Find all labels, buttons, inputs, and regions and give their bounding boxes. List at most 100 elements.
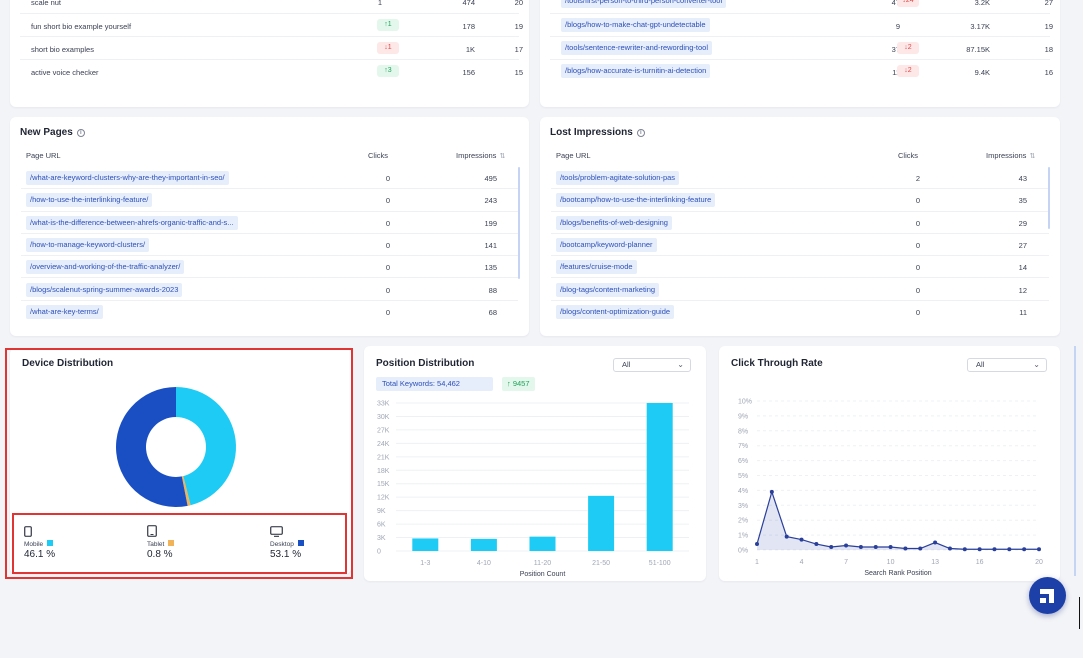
sort-icon[interactable]: ⇅ [499, 153, 506, 160]
page-scrollbar[interactable] [1074, 346, 1076, 576]
table-row[interactable]: /blogs/content-optimization-guide 0 11 [551, 301, 1049, 323]
table-row[interactable]: /features/cruise-mode 0 14 [551, 256, 1049, 279]
ctr-point[interactable] [784, 534, 789, 539]
ctr-point[interactable] [903, 546, 908, 551]
impressions-value: 9.4K [974, 68, 990, 77]
page-url-link[interactable]: /how-to-manage-keyword-clusters/ [26, 237, 150, 252]
table-row[interactable]: /bootcamp/keyword-planner 0 27 [551, 234, 1049, 257]
ctr-point[interactable] [962, 547, 967, 552]
page-url-link[interactable]: /features/cruise-mode [556, 260, 637, 275]
ctr-point[interactable] [888, 545, 893, 550]
ctr-point[interactable] [933, 540, 938, 545]
table-row[interactable]: /bootcamp/how-to-use-the-interlinking-fe… [551, 189, 1049, 212]
ctr-point[interactable] [858, 545, 863, 550]
ctr-point[interactable] [1022, 547, 1027, 552]
clicks-value: 27 [1044, 0, 1053, 7]
page-url-link[interactable]: /blogs/benefits-of-web-designing [556, 215, 672, 230]
chat-widget-button[interactable] [1029, 577, 1066, 614]
y-tick-label: 9% [738, 413, 748, 420]
ctr-point[interactable] [844, 543, 849, 548]
page-row[interactable]: /tools/sentence-rewriter-and-rewording-t… [550, 36, 1053, 59]
table-row[interactable]: /how-to-manage-keyword-clusters/0 141 [21, 234, 518, 257]
ctr-point[interactable] [992, 547, 997, 552]
device-distribution-title: Device Distribution [22, 358, 114, 369]
table-row[interactable]: /what-are-key-terms/0 68 [21, 301, 518, 323]
page-url-link[interactable]: /blogs/how-accurate-is-turnitin-ai-detec… [561, 64, 711, 78]
ctr-point[interactable] [918, 546, 923, 551]
table-row[interactable]: /how-to-use-the-interlinking-feature/0 24… [21, 189, 518, 212]
x-tick-label: 21-50 [592, 560, 610, 567]
bar-21-50[interactable] [588, 495, 615, 551]
ctr-point[interactable] [769, 489, 774, 494]
page-url-link[interactable]: /blog-tags/content-marketing [556, 282, 660, 297]
y-tick-label: 33K [377, 401, 390, 408]
bar-11-20[interactable] [529, 536, 556, 551]
clicks-value: 0 [915, 240, 921, 250]
ctr-point[interactable] [829, 545, 834, 550]
col-impressions[interactable]: Impressions ⇅ [986, 151, 1035, 160]
scrollbar[interactable] [1048, 167, 1050, 229]
info-icon[interactable]: i [76, 129, 85, 137]
ctr-area [757, 491, 1039, 550]
y-tick-label: 0 [377, 549, 381, 556]
col-impressions[interactable]: Impressions ⇅ [456, 151, 505, 160]
col-page-url: Page URL [26, 151, 61, 160]
page-row[interactable]: /blogs/how-accurate-is-turnitin-ai-detec… [550, 59, 1053, 82]
ctr-point[interactable] [873, 545, 878, 550]
ctr-point[interactable] [799, 537, 804, 542]
page-url-link[interactable]: /overview-and-working-of-the-traffic-ana… [26, 260, 185, 275]
clicks-value: 15 [514, 68, 523, 77]
page-url-link[interactable]: /blogs/content-optimization-guide [556, 304, 675, 319]
page-url-link[interactable]: /what-is-the-difference-between-ahrefs-o… [26, 215, 238, 230]
donut-slice-mobile[interactable] [176, 387, 237, 506]
ctr-line-chart: 0% 1% 2% 3% 4% 5% 6% 7% 8% 9% 10% 1 4 7 10 13 16 20 Search… [738, 399, 1043, 578]
donut-slice-tablet[interactable] [181, 476, 191, 506]
page-url-link[interactable]: /how-to-use-the-interlinking-feature/ [26, 193, 153, 208]
col-clicks: Clicks [898, 151, 918, 160]
x-tick-label: 10 [887, 559, 895, 566]
y-tick-label: 12K [377, 495, 390, 502]
donut-slice-desktop[interactable] [116, 387, 188, 507]
keyword-row[interactable]: scale nut 1 474 20 [20, 0, 523, 13]
table-row[interactable]: /tools/problem-agitate-solution-pas 2 43 [551, 167, 1049, 190]
page-url-link[interactable]: /blogs/scalenut-spring-summer-awards-202… [26, 282, 183, 297]
sort-icon[interactable]: ⇅ [1029, 153, 1036, 160]
page-url-link[interactable]: /tools/first-person-to-third-person-conv… [561, 0, 727, 8]
chevron-down-icon: ⌄ [677, 360, 684, 369]
table-row[interactable]: /overview-and-working-of-the-traffic-ana… [21, 256, 518, 279]
page-url-link[interactable]: /what-are-key-terms/ [26, 304, 103, 319]
table-row[interactable]: /what-are-keyword-clusters-why-are-they-… [21, 167, 518, 190]
table-row[interactable]: /blog-tags/content-marketing 0 12 [551, 279, 1049, 301]
page-url-link[interactable]: /tools/problem-agitate-solution-pas [556, 171, 680, 185]
ctr-point[interactable] [814, 542, 819, 547]
ctr-point[interactable] [1007, 547, 1012, 552]
bar-51-100[interactable] [646, 403, 673, 551]
y-tick-label: 24K [377, 441, 390, 448]
ctr-point[interactable] [1037, 547, 1041, 552]
page-url-link[interactable]: /bootcamp/keyword-planner [556, 237, 657, 252]
ctr-filter-select[interactable]: All ⌄ [967, 358, 1047, 372]
impressions-value: 11 [1019, 307, 1027, 317]
page-url-link[interactable]: /blogs/how-to-make-chat-gpt-undetectable [561, 18, 710, 32]
page-row[interactable]: /tools/first-person-to-third-person-conv… [550, 0, 1053, 13]
legend-label: Desktop [270, 540, 304, 548]
info-icon[interactable]: i [636, 129, 645, 137]
table-row[interactable]: /what-is-the-difference-between-ahrefs-o… [21, 212, 518, 234]
page-url-link[interactable]: /what-are-keyword-clusters-why-are-they-… [26, 171, 229, 185]
ctr-point[interactable] [977, 547, 982, 552]
table-row[interactable]: /blogs/benefits-of-web-designing 0 29 [551, 212, 1049, 234]
ctr-point[interactable] [755, 542, 759, 547]
page-url-link[interactable]: /bootcamp/how-to-use-the-interlinking-fe… [556, 193, 716, 208]
clicks-value: 0 [915, 263, 921, 273]
ctr-point[interactable] [947, 546, 952, 551]
position-filter-select[interactable]: All ⌄ [613, 358, 691, 372]
bar-1-3[interactable] [412, 538, 439, 551]
page-row[interactable]: /blogs/how-to-make-chat-gpt-undetectable… [550, 13, 1053, 36]
bar-4-10[interactable] [470, 538, 497, 551]
table-row[interactable]: /blogs/scalenut-spring-summer-awards-202… [21, 279, 518, 301]
page-url-link[interactable]: /tools/sentence-rewriter-and-rewording-t… [561, 41, 712, 55]
scrollbar[interactable] [518, 167, 520, 279]
